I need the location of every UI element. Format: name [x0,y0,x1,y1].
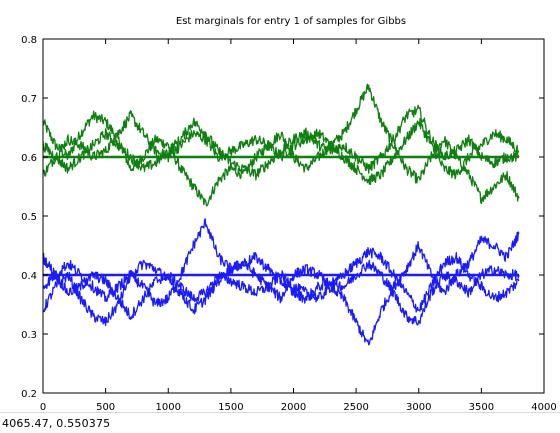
x-tick-label: 0 [40,402,46,412]
sample-line-2 [42,110,519,186]
x-tick-label: 1500 [218,402,243,412]
chart-title: Est marginals for entry 1 of samples for… [176,16,406,27]
x-tick-label: 500 [96,402,115,412]
y-tick-label: 0.7 [21,94,37,105]
x-tick-label: 3000 [406,402,431,412]
x-tick-label: 2500 [343,402,368,412]
plot-frame [42,38,545,394]
ticks-layer: 0 500 1000 1500 2000 2500 3000 3500 4000 0.2 0.3 0.… [21,35,557,413]
sample-line-3 [42,104,520,181]
y-tick-label: 0.2 [21,389,37,400]
y-tick-label: 0.8 [21,35,37,46]
x-tick-label: 1000 [156,402,181,412]
cursor-coordinates: 4065.47, 0.550375 [2,417,111,430]
series-layer [42,83,520,346]
sample-line-6 [42,247,520,320]
y-tick-label: 0.4 [21,271,37,282]
sample-line-5 [42,218,520,346]
status-bar: 4065.47, 0.550375 [0,412,560,433]
sample-line-7 [42,252,520,326]
x-tick-label: 4000 [531,402,556,412]
y-tick-label: 0.5 [21,212,37,223]
y-tick-label: 0.6 [21,153,37,164]
figure-area: Est marginals for entry 1 of samples for… [21,16,557,413]
plot-background [43,39,544,393]
line-chart: Est marginals for entry 1 of samples for… [21,16,557,413]
y-tick-label: 0.3 [21,330,37,341]
x-tick-label: 2000 [281,402,306,412]
x-tick-label: 3500 [469,402,494,412]
